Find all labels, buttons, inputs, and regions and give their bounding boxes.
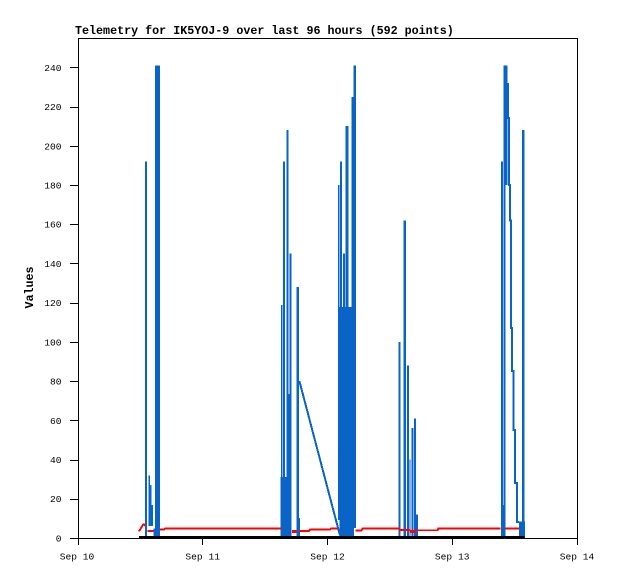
svg-text:40: 40 [50,455,62,466]
svg-text:120: 120 [44,298,62,309]
svg-text:100: 100 [44,337,62,348]
svg-text:60: 60 [50,416,62,427]
svg-text:Values: Values [23,266,37,308]
svg-text:0: 0 [56,533,62,544]
svg-text:200: 200 [44,141,62,152]
svg-text:220: 220 [44,102,62,113]
svg-text:Sep 10: Sep 10 [60,552,95,563]
svg-text:Sep 14: Sep 14 [560,552,595,563]
svg-text:180: 180 [44,181,62,192]
svg-text:240: 240 [44,63,62,74]
svg-text:Telemetry for IK5YOJ-9 over la: Telemetry for IK5YOJ-9 over last 96 hour… [75,24,454,38]
svg-text:140: 140 [44,259,62,270]
svg-text:Sep 11: Sep 11 [185,552,220,563]
svg-text:Sep 12: Sep 12 [310,552,345,563]
svg-text:20: 20 [50,494,62,505]
svg-text:Sep 13: Sep 13 [435,552,470,563]
svg-text:160: 160 [44,220,62,231]
svg-text:80: 80 [50,377,62,388]
